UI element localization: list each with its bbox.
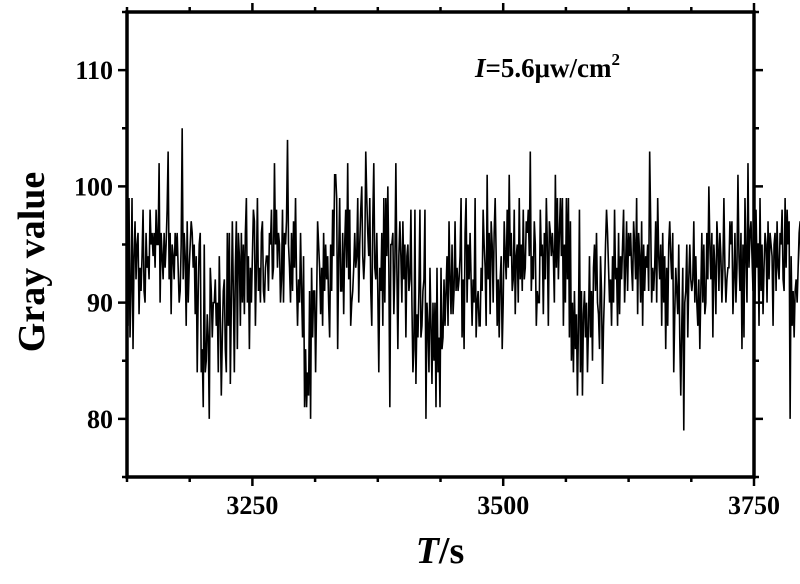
x-tick-label: 3750 [728,491,780,520]
tick-labels: 3250 3500 3750 80 90 100 110 [74,56,780,520]
series-line-0 [126,128,800,431]
x-tick-label: 3500 [477,491,529,520]
data-layer [126,128,800,431]
x-tick-label: 3250 [226,491,278,520]
x-axis-title-unit: /s [438,530,464,572]
y-tick-label: 100 [74,172,113,201]
y-tick-label: 110 [75,56,113,85]
annotation-italic: I [474,53,487,83]
y-axis-title: Gray value [11,172,53,352]
annotation-value: =5.6μw/cm [486,53,612,83]
x-axis-title-italic: T [416,530,441,572]
intensity-annotation: I=5.6μw/cm2 [474,50,620,83]
axis-ticks [118,3,763,486]
y-tick-label: 80 [87,405,113,434]
annotation-superscript: 2 [611,50,620,69]
y-tick-label: 90 [87,289,113,318]
x-axis-title: T/s [416,530,465,572]
